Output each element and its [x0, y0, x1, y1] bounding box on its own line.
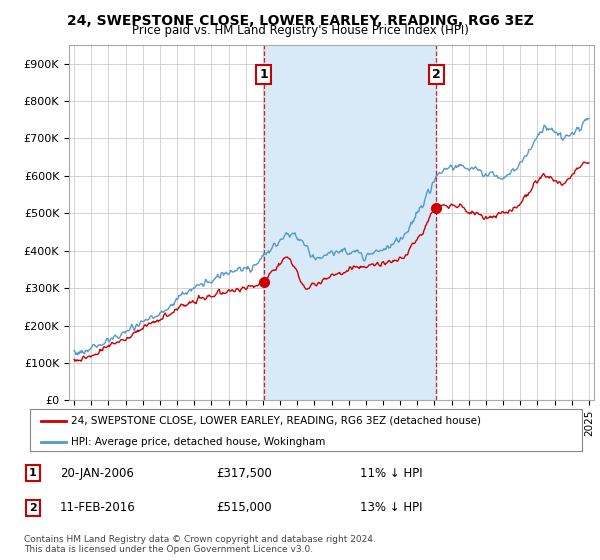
Text: 13% ↓ HPI: 13% ↓ HPI	[360, 501, 422, 515]
Text: 2: 2	[432, 68, 441, 81]
Text: 1: 1	[29, 468, 37, 478]
Text: 20-JAN-2006: 20-JAN-2006	[60, 466, 134, 480]
Text: 24, SWEPSTONE CLOSE, LOWER EARLEY, READING, RG6 3EZ: 24, SWEPSTONE CLOSE, LOWER EARLEY, READI…	[67, 14, 533, 28]
Text: 1: 1	[259, 68, 268, 81]
Text: 11-FEB-2016: 11-FEB-2016	[60, 501, 136, 515]
Text: Contains HM Land Registry data © Crown copyright and database right 2024.: Contains HM Land Registry data © Crown c…	[24, 535, 376, 544]
Text: This data is licensed under the Open Government Licence v3.0.: This data is licensed under the Open Gov…	[24, 545, 313, 554]
Text: £515,000: £515,000	[216, 501, 272, 515]
Text: £317,500: £317,500	[216, 466, 272, 480]
Text: 11% ↓ HPI: 11% ↓ HPI	[360, 466, 422, 480]
Text: Price paid vs. HM Land Registry's House Price Index (HPI): Price paid vs. HM Land Registry's House …	[131, 24, 469, 37]
Text: HPI: Average price, detached house, Wokingham: HPI: Average price, detached house, Woki…	[71, 437, 326, 446]
Text: 2: 2	[29, 503, 37, 513]
Text: 24, SWEPSTONE CLOSE, LOWER EARLEY, READING, RG6 3EZ (detached house): 24, SWEPSTONE CLOSE, LOWER EARLEY, READI…	[71, 416, 481, 426]
